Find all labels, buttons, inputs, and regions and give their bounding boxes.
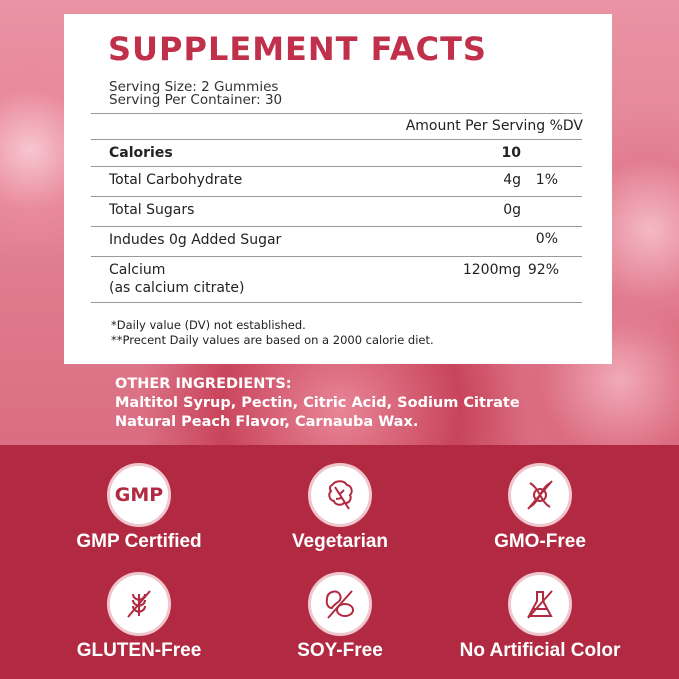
badge-gmo-free: GMO-Free [440, 463, 640, 553]
ingredients-line: Maltitol Syrup, Pectin, Citric Acid, Sod… [115, 395, 520, 411]
divider [91, 302, 582, 303]
badge-label: SOY-Free [297, 640, 383, 661]
table-header: Amount Per Serving %DV [405, 118, 583, 134]
no-soybean-icon [308, 572, 372, 636]
divider [91, 256, 582, 257]
row-label: Indudes 0g Added Sugar [109, 232, 282, 248]
divider [91, 196, 582, 197]
row-dv: 1% [535, 172, 558, 188]
row-dv: 0% [535, 231, 558, 247]
row-label: Calories [109, 145, 173, 161]
badge-label: GMO-Free [494, 531, 586, 552]
no-wheat-icon [107, 572, 171, 636]
row-amount: 10 [501, 145, 521, 161]
badge-label: No Artificial Color [459, 640, 621, 661]
servings-per-container: Serving Per Container: 30 [109, 92, 283, 108]
row-amount: 1200mg [462, 262, 521, 278]
row-dv: 92% [527, 262, 559, 278]
row-amount: 0g [503, 202, 521, 218]
ingredients: OTHER INGREDIENTS: Maltitol Syrup, Pecti… [115, 375, 520, 432]
ingredients-line: Natural Peach Flavor, Carnauba Wax. [115, 414, 419, 430]
badge-soy-free: SOY-Free [240, 572, 440, 662]
serving-size: Serving Size: 2 Gummies [109, 79, 279, 95]
ingredients-heading: OTHER INGREDIENTS: [115, 376, 292, 392]
footnote: *Daily value (DV) not established. [111, 318, 306, 332]
row-label: Total Carbohydrate [109, 172, 243, 188]
badge-label: Vegetarian [291, 531, 389, 552]
divider [91, 166, 582, 167]
facts-title: SUPPLEMENT FACTS [108, 30, 487, 68]
gmp-icon: GMP [107, 463, 171, 527]
row-label: Calcium [109, 262, 166, 278]
leaf-icon [308, 463, 372, 527]
divider [91, 113, 582, 114]
badge-gluten-free: GLUTEN-Free [39, 572, 239, 662]
divider [91, 139, 582, 140]
divider [91, 226, 582, 227]
row-sublabel: (as calcium citrate) [109, 280, 245, 296]
no-dna-icon [508, 463, 572, 527]
supplement-facts-panel: SUPPLEMENT FACTS Serving Size: 2 Gummies… [64, 14, 612, 364]
row-amount: 4g [503, 172, 521, 188]
footnote: **Precent Daily values are based on a 20… [111, 333, 434, 347]
badge-gmp: GMP GMP Certified [39, 463, 239, 553]
row-label: Total Sugars [109, 202, 195, 218]
no-flask-icon [508, 572, 572, 636]
badge-label: GMP Certified [76, 531, 202, 552]
badge-no-artificial-color: No Artificial Color [440, 572, 640, 662]
badge-label: GLUTEN-Free [76, 640, 202, 661]
badge-vegetarian: Vegetarian [240, 463, 440, 553]
